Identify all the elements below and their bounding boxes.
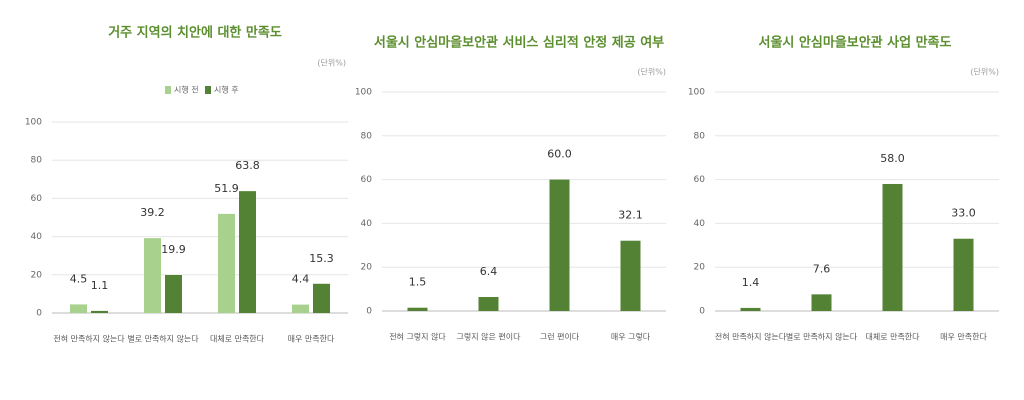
bar — [549, 179, 570, 311]
value-label: 51.9 — [214, 182, 239, 195]
x-tick-label: 전혀 만족하지 않는다 — [715, 332, 787, 342]
chart-title: 서울시 안심마을보안관 사업 만족도 — [759, 35, 952, 51]
y-tick-label: 20 — [31, 270, 43, 280]
bar — [407, 307, 428, 311]
value-label: 63.8 — [235, 159, 260, 172]
y-tick-label: 40 — [361, 219, 373, 229]
y-tick-label: 40 — [694, 219, 706, 229]
value-label: 4.4 — [292, 273, 310, 286]
x-tick-label: 전혀 만족하지 않는다 — [53, 334, 125, 344]
x-tick-label: 별로 만족하지 않는다 — [786, 332, 858, 342]
y-tick-label: 20 — [361, 263, 373, 273]
value-label: 39.2 — [140, 206, 165, 219]
legend-label: 시행 후 — [214, 85, 239, 95]
x-tick-label: 매우 만족한다 — [288, 335, 335, 344]
value-label: 1.5 — [409, 276, 427, 289]
value-label: 1.4 — [742, 276, 760, 289]
chart-title: 거주 지역의 치안에 대한 만족도 — [108, 25, 282, 41]
bar — [144, 238, 161, 313]
bar — [811, 294, 832, 311]
bar — [313, 283, 330, 313]
y-tick-label: 100 — [25, 118, 42, 128]
legend-swatch — [205, 86, 211, 94]
bar — [239, 191, 256, 313]
bar — [953, 238, 974, 311]
unit-label: (단위%) — [637, 67, 666, 77]
x-tick-label: 별로 만족하지 않는다 — [127, 334, 199, 344]
x-tick-label: 그런 편이다 — [540, 332, 580, 342]
y-tick-label: 80 — [361, 131, 373, 141]
y-tick-label: 80 — [31, 156, 43, 166]
y-tick-label: 20 — [694, 263, 706, 273]
y-tick-label: 100 — [688, 88, 705, 98]
bar — [70, 304, 87, 313]
value-label: 7.6 — [813, 262, 831, 275]
value-label: 1.1 — [91, 279, 109, 292]
legend-swatch — [165, 86, 171, 94]
value-label: 19.9 — [161, 243, 186, 256]
x-tick-label: 그렇지 않은 편이다 — [457, 332, 522, 342]
value-label: 6.4 — [480, 265, 498, 278]
unit-label: (단위%) — [970, 67, 999, 77]
bar — [218, 213, 235, 313]
y-tick-label: 0 — [699, 307, 705, 317]
y-tick-label: 80 — [694, 131, 706, 141]
y-tick-label: 40 — [31, 232, 43, 242]
x-tick-label: 대체로 만족한다 — [210, 334, 265, 344]
value-label: 4.5 — [70, 272, 88, 285]
value-label: 33.0 — [951, 207, 976, 220]
value-label: 32.1 — [618, 209, 643, 222]
x-tick-label: 매우 그렇다 — [611, 332, 651, 342]
y-tick-label: 60 — [694, 175, 706, 185]
value-label: 60.0 — [547, 148, 572, 161]
bar — [478, 296, 499, 311]
value-label: 15.3 — [309, 252, 334, 265]
bar — [620, 240, 641, 311]
y-tick-label: 60 — [31, 194, 43, 204]
y-tick-label: 0 — [366, 307, 372, 317]
y-tick-label: 100 — [355, 88, 372, 98]
bar — [165, 274, 182, 313]
x-tick-label: 대체로 만족한다 — [865, 332, 920, 342]
bar — [882, 183, 903, 311]
value-label: 58.0 — [880, 152, 905, 165]
bar — [740, 307, 761, 311]
x-tick-label: 전혀 그렇지 않다 — [389, 332, 446, 342]
legend-label: 시행 전 — [174, 85, 199, 95]
bar — [91, 310, 108, 313]
unit-label: (단위%) — [317, 58, 346, 68]
y-tick-label: 60 — [361, 175, 373, 185]
y-tick-label: 0 — [36, 309, 42, 319]
chart-title: 서울시 안심마을보안관 서비스 심리적 안정 제공 여부 — [374, 35, 664, 51]
bar — [292, 304, 309, 313]
x-tick-label: 매우 만족한다 — [940, 333, 987, 342]
